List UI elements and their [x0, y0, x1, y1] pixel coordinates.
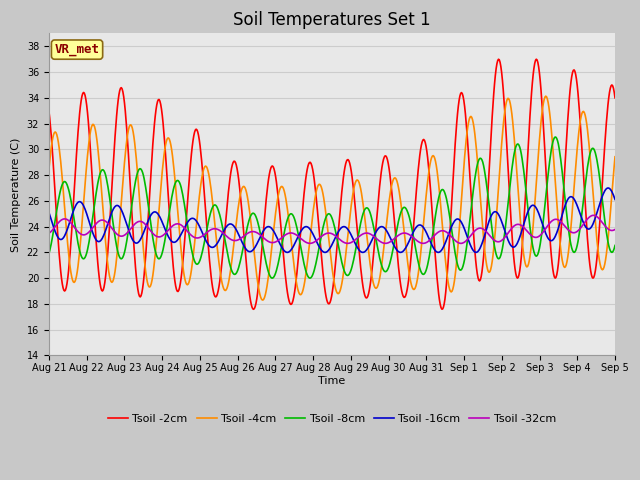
Tsoil -4cm — [171, 176, 179, 181]
Tsoil -2cm — [45, 108, 52, 114]
Tsoil -16cm — [113, 203, 121, 208]
Tsoil -32cm — [45, 230, 52, 236]
Tsoil -8cm — [113, 247, 121, 253]
Tsoil -16cm — [201, 235, 209, 241]
Tsoil -8cm — [402, 205, 410, 211]
Tsoil -16cm — [604, 185, 612, 191]
Tsoil -32cm — [590, 213, 598, 218]
Tsoil -4cm — [419, 236, 426, 242]
Tsoil -16cm — [45, 209, 52, 215]
Tsoil -32cm — [401, 230, 408, 236]
Tsoil -16cm — [55, 236, 63, 241]
Line: Tsoil -4cm: Tsoil -4cm — [49, 96, 615, 300]
Tsoil -2cm — [250, 306, 257, 312]
Tsoil -2cm — [171, 278, 179, 284]
Tsoil -16cm — [171, 240, 179, 245]
Tsoil -2cm — [55, 251, 63, 256]
Legend: Tsoil -2cm, Tsoil -4cm, Tsoil -8cm, Tsoil -16cm, Tsoil -32cm: Tsoil -2cm, Tsoil -4cm, Tsoil -8cm, Tsoi… — [104, 409, 561, 428]
Tsoil -32cm — [171, 222, 179, 228]
Line: Tsoil -16cm: Tsoil -16cm — [49, 188, 615, 252]
Tsoil -32cm — [55, 219, 63, 225]
Tsoil -8cm — [419, 271, 426, 276]
Tsoil -4cm — [611, 154, 619, 160]
Tsoil -4cm — [402, 242, 410, 248]
Tsoil -32cm — [611, 227, 619, 232]
Tsoil -4cm — [259, 297, 266, 303]
X-axis label: Time: Time — [318, 376, 346, 386]
Tsoil -8cm — [551, 134, 559, 140]
Tsoil -32cm — [457, 240, 465, 246]
Tsoil -2cm — [532, 56, 540, 62]
Tsoil -2cm — [611, 95, 619, 101]
Tsoil -2cm — [419, 139, 426, 145]
Tsoil -32cm — [113, 232, 121, 238]
Line: Tsoil -32cm: Tsoil -32cm — [49, 216, 615, 243]
Tsoil -2cm — [201, 197, 209, 203]
Tsoil -4cm — [113, 248, 121, 253]
Tsoil -16cm — [419, 223, 426, 229]
Tsoil -4cm — [542, 93, 550, 99]
Y-axis label: Soil Temperature (C): Soil Temperature (C) — [11, 137, 21, 252]
Tsoil -16cm — [402, 245, 410, 251]
Tsoil -4cm — [55, 145, 63, 151]
Line: Tsoil -2cm: Tsoil -2cm — [49, 59, 615, 309]
Tsoil -16cm — [611, 197, 619, 203]
Tsoil -8cm — [171, 181, 179, 187]
Tsoil -8cm — [45, 251, 52, 256]
Tsoil -2cm — [113, 105, 121, 110]
Tsoil -4cm — [45, 167, 52, 172]
Text: VR_met: VR_met — [54, 43, 100, 56]
Tsoil -32cm — [417, 240, 425, 246]
Tsoil -8cm — [611, 242, 619, 248]
Line: Tsoil -8cm: Tsoil -8cm — [49, 137, 615, 278]
Tsoil -2cm — [402, 293, 410, 299]
Tsoil -8cm — [55, 194, 63, 200]
Title: Soil Temperatures Set 1: Soil Temperatures Set 1 — [233, 11, 431, 29]
Tsoil -32cm — [201, 231, 209, 237]
Tsoil -8cm — [269, 275, 276, 281]
Tsoil -8cm — [201, 237, 209, 243]
Tsoil -4cm — [201, 164, 209, 169]
Tsoil -16cm — [284, 250, 291, 255]
